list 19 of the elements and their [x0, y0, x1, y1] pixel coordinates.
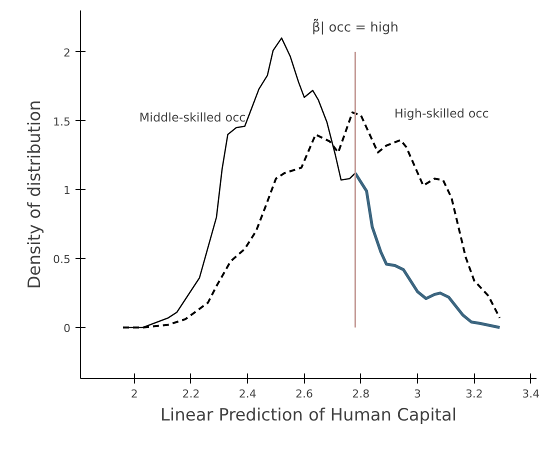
y-tick-label: 2 — [64, 46, 70, 60]
x-tick-label: 2.8 — [352, 388, 370, 400]
y-tick-label: 0.5 — [53, 253, 71, 266]
ref-line-label: β̃̃| occ = high — [312, 18, 399, 36]
x-tick-label: 3.2 — [465, 388, 483, 400]
line-series — [354, 172, 502, 330]
x-tick-label: 3.4 — [522, 388, 540, 400]
y-tick-label: 1.5 — [53, 115, 71, 128]
x-tick-label: 2 — [130, 388, 138, 400]
x-tick-label: 2.2 — [182, 388, 200, 400]
x-axis-title: Linear Prediction of Human Capital — [160, 406, 457, 426]
y-axis-title: Density of distribution — [25, 100, 46, 289]
series-label: High-skilled occ — [394, 106, 489, 120]
x-tick-label: 2.6 — [296, 388, 314, 400]
y-tick-label: 0 — [64, 322, 70, 336]
y-tick-label: 1 — [64, 184, 70, 198]
x-tick-label: 2.4 — [238, 388, 256, 400]
x-tick-label: 3 — [414, 388, 422, 400]
series-label: Middle-skilled occ — [139, 110, 246, 125]
